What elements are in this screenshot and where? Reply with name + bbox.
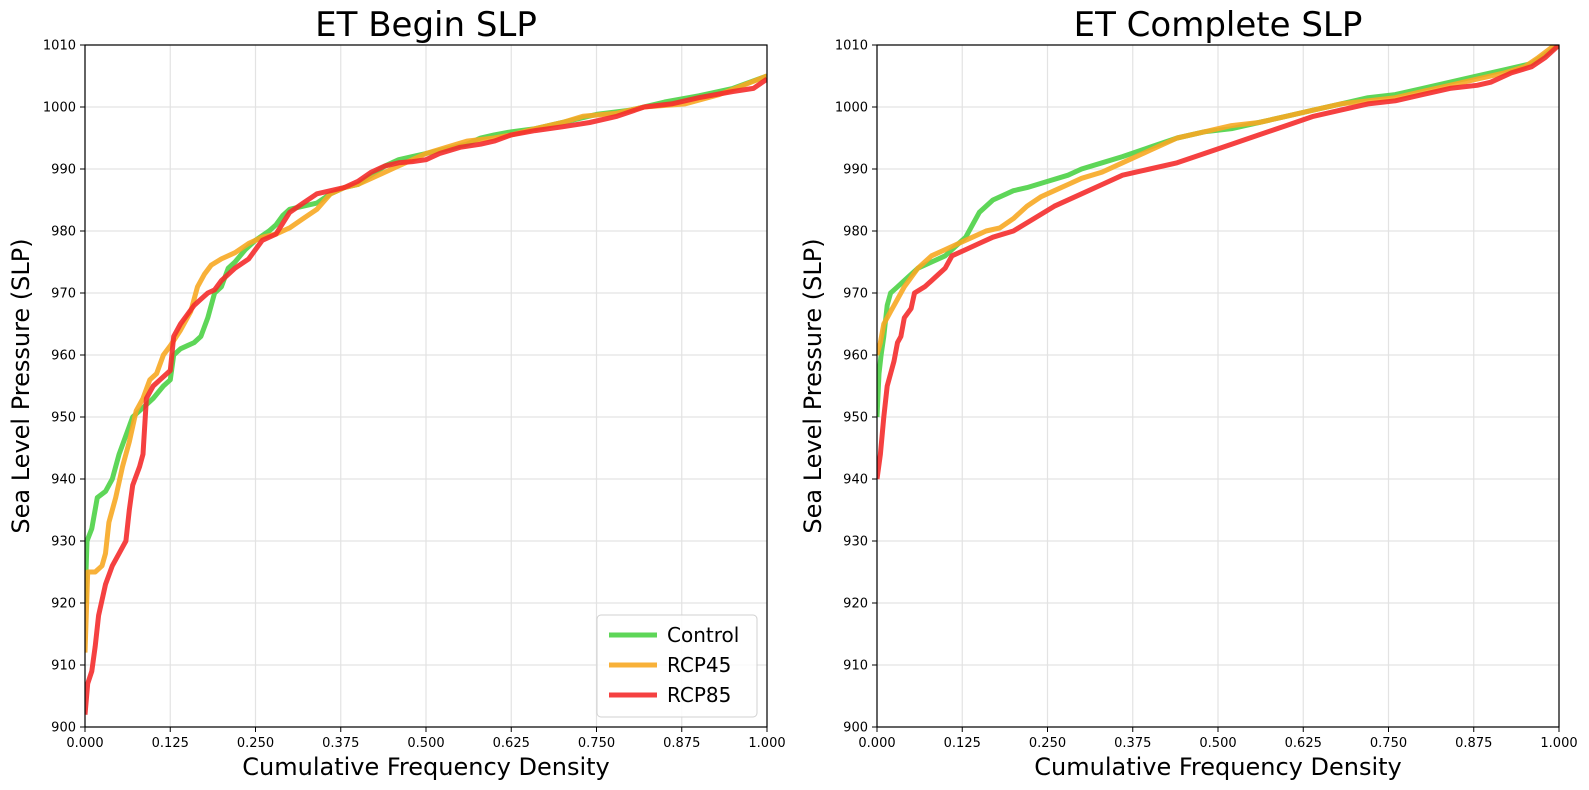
x-tick-label: 0.375 [1114, 736, 1151, 751]
chart-panel-2: 0.000 0.125 0.250 0.375 0.500 0.625 0.750 0.875… [799, 5, 1578, 781]
chart-title: ET Complete SLP [1074, 5, 1363, 45]
y-tick-label: 940 [51, 473, 76, 488]
x-tick-label: 0.500 [407, 736, 444, 751]
y-tick-label: 900 [843, 721, 868, 736]
x-tick-label: 0.000 [66, 736, 103, 751]
x-tick-label: 0.250 [237, 736, 274, 751]
y-tick-label: 1010 [835, 39, 868, 54]
y-tick-label: 960 [51, 349, 76, 364]
y-tick-label: 980 [51, 225, 76, 240]
x-axis-label: Cumulative Frequency Density [242, 753, 609, 781]
x-tick-label: 0.625 [493, 736, 530, 751]
x-tick-label: 1.000 [748, 736, 785, 751]
series-line-rcp45 [877, 45, 1559, 356]
y-tick-label: 970 [843, 287, 868, 302]
y-tick-label: 990 [843, 163, 868, 178]
series-group [877, 45, 1559, 480]
y-tick-label: 910 [843, 659, 868, 674]
y-tick-label: 930 [51, 535, 76, 550]
x-tick-label: 0.625 [1285, 736, 1322, 751]
x-tick-label: 0.875 [663, 736, 700, 751]
y-tick-label: 920 [843, 597, 868, 612]
y-tick-label: 930 [843, 535, 868, 550]
chart-title: ET Begin SLP [315, 5, 537, 45]
y-tick-label: 950 [843, 411, 868, 426]
y-tick-label: 950 [51, 411, 76, 426]
x-tick-label: 0.250 [1029, 736, 1066, 751]
x-tick-label: 0.000 [858, 736, 895, 751]
x-tick-label: 1.000 [1540, 736, 1577, 751]
x-tick-label: 0.125 [152, 736, 189, 751]
y-tick-label: 990 [51, 163, 76, 178]
legend-label-rcp45: RCP45 [667, 653, 731, 677]
series-group [85, 73, 767, 715]
x-axis-label: Cumulative Frequency Density [1034, 753, 1401, 781]
chart-panel-1: 0.000 0.125 0.250 0.375 0.500 0.625 0.750 0.875… [7, 5, 786, 781]
y-tick-label: 960 [843, 349, 868, 364]
series-line-control [877, 45, 1559, 418]
x-tick-label: 0.750 [1370, 736, 1407, 751]
y-axis-label: Sea Level Pressure (SLP) [7, 238, 35, 533]
y-tick-label: 920 [51, 597, 76, 612]
x-tick-label: 0.375 [322, 736, 359, 751]
x-tick-label: 0.750 [578, 736, 615, 751]
x-tick-label: 0.875 [1455, 736, 1492, 751]
y-tick-label: 1010 [43, 39, 76, 54]
legend-label-rcp85: RCP85 [667, 683, 731, 707]
y-tick-label: 970 [51, 287, 76, 302]
legend-label-control: Control [667, 623, 739, 647]
y-tick-label: 1000 [43, 101, 76, 116]
series-line-rcp85 [877, 45, 1559, 480]
legend-box [596, 614, 758, 718]
legend: Control RCP45 RCP85 [596, 614, 758, 718]
x-tick-label: 0.500 [1199, 736, 1236, 751]
y-tick-label: 910 [51, 659, 76, 674]
y-tick-label: 980 [843, 225, 868, 240]
y-tick-label: 940 [843, 473, 868, 488]
series-line-rcp85 [85, 77, 767, 715]
y-axis-label: Sea Level Pressure (SLP) [799, 238, 827, 533]
y-tick-label: 1000 [835, 101, 868, 116]
y-tick-label: 900 [51, 721, 76, 736]
x-tick-label: 0.125 [944, 736, 981, 751]
